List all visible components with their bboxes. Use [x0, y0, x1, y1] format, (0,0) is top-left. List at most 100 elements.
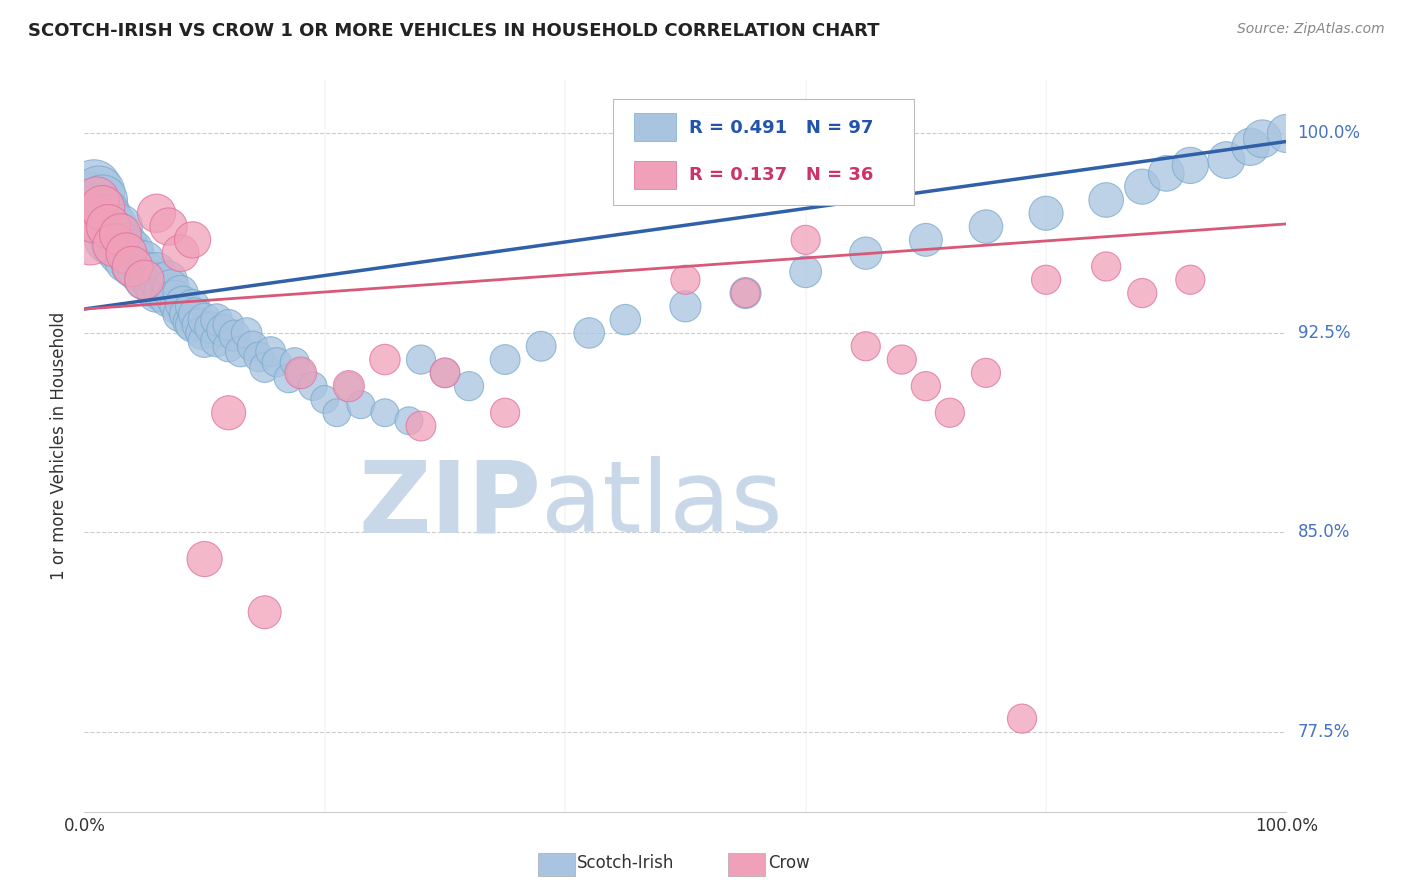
Text: 77.5%: 77.5%: [1298, 723, 1350, 741]
Point: [152, 286, 174, 301]
Point: [167, 299, 190, 313]
Point: [1035, 273, 1057, 287]
Point: [79, 233, 101, 247]
Point: [103, 238, 125, 252]
FancyBboxPatch shape: [613, 99, 914, 204]
Point: [121, 260, 143, 274]
Text: R = 0.491   N = 97: R = 0.491 N = 97: [689, 119, 873, 136]
Point: [235, 326, 257, 340]
Point: [86, 201, 108, 215]
Point: [218, 339, 240, 353]
Point: [578, 326, 600, 340]
Point: [494, 406, 516, 420]
Point: [1180, 158, 1202, 172]
Point: [103, 238, 125, 252]
Point: [614, 312, 637, 326]
Point: [134, 254, 156, 268]
Point: [194, 334, 217, 348]
Point: [110, 246, 132, 260]
Text: atlas: atlas: [541, 456, 783, 553]
Text: Scotch-Irish: Scotch-Irish: [576, 855, 673, 872]
Text: Crow: Crow: [768, 855, 810, 872]
Text: 85.0%: 85.0%: [1298, 524, 1350, 541]
Point: [253, 360, 276, 375]
Point: [179, 315, 201, 329]
Point: [94, 206, 117, 220]
FancyBboxPatch shape: [634, 161, 676, 188]
Point: [163, 292, 186, 306]
Point: [1095, 193, 1118, 207]
Point: [124, 252, 146, 266]
Point: [939, 406, 962, 420]
Point: [127, 265, 149, 279]
Point: [675, 299, 697, 313]
Point: [1035, 206, 1057, 220]
Point: [337, 379, 360, 393]
Point: [1251, 132, 1274, 146]
Point: [97, 233, 120, 247]
Point: [229, 344, 252, 359]
Point: [97, 211, 120, 226]
Point: [337, 379, 360, 393]
Point: [86, 193, 108, 207]
Point: [218, 406, 240, 420]
Point: [194, 312, 217, 326]
Point: [434, 366, 457, 380]
Point: [157, 292, 180, 306]
Point: [890, 352, 912, 367]
Point: [794, 233, 817, 247]
Point: [135, 265, 157, 279]
Point: [1156, 166, 1178, 180]
Point: [91, 211, 114, 226]
Point: [83, 179, 105, 194]
Point: [100, 225, 122, 239]
Point: [266, 355, 288, 369]
Point: [247, 350, 270, 364]
Point: [794, 265, 817, 279]
Point: [290, 366, 312, 380]
Point: [1180, 273, 1202, 287]
Point: [169, 307, 191, 321]
Point: [145, 286, 167, 301]
Point: [169, 246, 191, 260]
Point: [855, 246, 877, 260]
Point: [277, 371, 299, 385]
Point: [91, 201, 114, 215]
Point: [974, 219, 997, 234]
Point: [184, 307, 207, 321]
Point: [1215, 153, 1237, 167]
Point: [409, 419, 432, 434]
Point: [205, 312, 228, 326]
Point: [134, 273, 156, 287]
Point: [121, 260, 143, 274]
Text: Source: ZipAtlas.com: Source: ZipAtlas.com: [1237, 22, 1385, 37]
Point: [172, 296, 194, 310]
Point: [181, 318, 204, 332]
Point: [224, 328, 246, 343]
Text: 92.5%: 92.5%: [1298, 324, 1350, 342]
Point: [409, 352, 432, 367]
Point: [103, 219, 125, 234]
Point: [734, 286, 756, 301]
Point: [194, 552, 217, 566]
Point: [176, 307, 198, 321]
Point: [83, 211, 105, 226]
Point: [157, 273, 180, 287]
Point: [160, 281, 183, 295]
Point: [110, 233, 132, 247]
Point: [121, 244, 143, 258]
Point: [1095, 260, 1118, 274]
Point: [314, 392, 336, 407]
Point: [218, 318, 240, 332]
Point: [148, 276, 170, 290]
Point: [200, 320, 222, 334]
Point: [110, 227, 132, 242]
Point: [326, 406, 349, 420]
Point: [253, 605, 276, 619]
Point: [181, 299, 204, 313]
Point: [734, 286, 756, 301]
Point: [118, 246, 141, 260]
Point: [374, 352, 396, 367]
Point: [855, 339, 877, 353]
Text: 100.0%: 100.0%: [1298, 125, 1361, 143]
